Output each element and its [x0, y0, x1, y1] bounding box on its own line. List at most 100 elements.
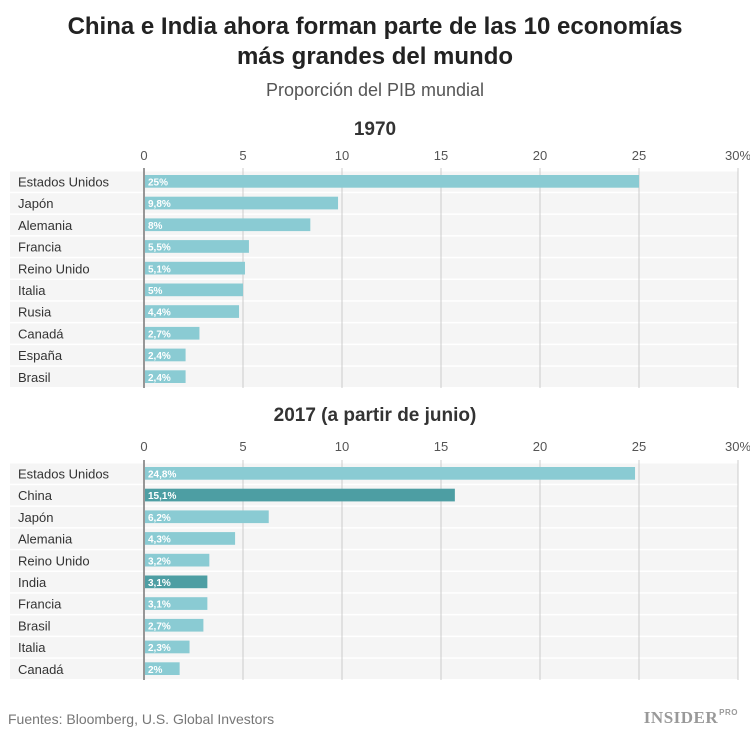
insider-logo: INSIDERPRO	[644, 708, 738, 728]
tick-label-2017-10: 10	[335, 439, 349, 454]
insider-logo-pro: PRO	[719, 708, 738, 717]
chart-title: China e India ahora forman parte de las …	[0, 12, 750, 72]
panel-title-2017: 2017 (a partir de junio)	[273, 405, 477, 426]
value-label-2017-reino-unido: 3,2%	[148, 556, 171, 567]
bar-2017-canada	[145, 662, 180, 675]
category-label-2017-china: China	[18, 488, 53, 503]
bar-2017-brasil	[145, 618, 204, 632]
category-label-2017-japon: Japón	[18, 510, 53, 525]
value-label-2017-alemania: 4,3%	[148, 535, 171, 546]
row-background-1970-rusia	[10, 301, 738, 322]
tick-label-2017-15: 15	[434, 439, 448, 454]
row-background-1970-japon	[10, 193, 738, 214]
tick-label-1970-10: 10	[335, 148, 349, 163]
tick-label-1970-20: 20	[533, 148, 547, 163]
row-background-1970-alemania	[10, 214, 738, 236]
bar-2017-italia	[145, 640, 190, 654]
category-label-1970-brasil: Brasil	[18, 370, 51, 385]
category-label-1970-italia: Italia	[18, 283, 46, 298]
insider-logo-text: INSIDER	[643, 708, 719, 727]
bar-1970-brasil	[145, 370, 186, 383]
value-label-1970-canada: 2,7%	[148, 329, 171, 340]
row-background-2017-francia	[10, 593, 738, 614]
bar-1970-francia	[145, 240, 249, 253]
bar-2017-francia	[145, 597, 208, 610]
category-label-1970-francia: Francia	[18, 240, 62, 255]
row-background-2017-india	[10, 572, 738, 593]
category-label-2017-francia: Francia	[18, 597, 62, 612]
value-label-1970-reino-unido: 5,1%	[148, 264, 171, 275]
value-label-2017-italia: 2,3%	[148, 643, 171, 654]
bar-2017-estados-unidos	[145, 467, 636, 480]
tick-label-1970-30: 30%	[725, 148, 750, 163]
category-label-1970-alemania: Alemania	[18, 218, 73, 233]
category-label-1970-espana: España	[18, 348, 63, 363]
row-background-1970-italia	[10, 280, 738, 301]
chart-title-line-2: más grandes del mundo	[236, 43, 514, 70]
tick-label-2017-20: 20	[533, 439, 547, 454]
tick-label-2017-25: 25	[632, 439, 646, 454]
bar-2017-india	[145, 575, 208, 589]
bar-1970-reino-unido	[145, 261, 245, 275]
value-label-1970-estados-unidos: 25%	[148, 178, 168, 189]
category-label-2017-reino-unido: Reino Unido	[18, 553, 90, 568]
row-background-1970-reino-unido	[10, 258, 738, 279]
category-label-2017-italia: Italia	[18, 640, 46, 655]
category-label-2017-canada: Canadá	[18, 662, 64, 677]
row-background-1970-francia	[10, 236, 738, 257]
tick-label-1970-25: 25	[632, 148, 646, 163]
row-background-2017-japon	[10, 506, 738, 528]
row-background-1970-brasil	[10, 366, 738, 387]
bar-2017-alemania	[145, 532, 236, 545]
category-label-2017-estados-unidos: Estados Unidos	[18, 467, 110, 482]
row-background-2017-brasil	[10, 615, 738, 636]
chart-title-line-1: China e India ahora forman parte de las …	[67, 13, 683, 40]
tick-label-2017-5: 5	[239, 439, 246, 454]
value-label-1970-espana: 2,4%	[148, 351, 171, 362]
value-label-2017-estados-unidos: 24,8%	[148, 470, 176, 481]
bar-2017-japon	[145, 510, 269, 524]
category-label-2017-alemania: Alemania	[18, 532, 73, 547]
category-label-2017-brasil: Brasil	[18, 618, 51, 633]
row-background-2017-italia	[10, 637, 738, 658]
value-label-1970-alemania: 8%	[148, 221, 163, 232]
value-label-2017-brasil: 2,7%	[148, 621, 171, 632]
value-label-2017-japon: 6,2%	[148, 513, 171, 524]
tick-label-2017-30: 30%	[725, 439, 750, 454]
row-background-2017-canada	[10, 658, 738, 679]
tick-label-2017-0: 0	[140, 439, 147, 454]
value-label-1970-rusia: 4,4%	[148, 308, 171, 319]
category-label-1970-reino-unido: Reino Unido	[18, 261, 90, 276]
value-label-2017-canada: 2%	[148, 665, 163, 676]
category-label-1970-japon: Japón	[18, 196, 53, 211]
tick-label-1970-0: 0	[140, 148, 147, 163]
category-label-2017-india: India	[18, 575, 47, 590]
category-label-1970-rusia: Rusia	[18, 305, 52, 320]
bar-1970-espana	[145, 348, 186, 362]
bar-2017-reino-unido	[145, 553, 210, 567]
chart-subtitle: Proporción del PIB mundial	[265, 80, 485, 100]
value-label-1970-brasil: 2,4%	[148, 373, 171, 384]
panel-title-1970: 1970	[353, 119, 397, 140]
value-label-2017-india: 3,1%	[148, 578, 171, 589]
category-label-1970-canada: Canadá	[18, 326, 64, 341]
category-label-1970-estados-unidos: Estados Unidos	[18, 175, 110, 190]
row-background-1970-canada	[10, 323, 738, 344]
bar-1970-japon	[145, 196, 339, 210]
row-background-2017-reino-unido	[10, 550, 738, 571]
value-label-1970-japon: 9,8%	[148, 199, 171, 210]
bar-2017-china	[145, 488, 455, 502]
source-note: Fuentes: Bloomberg, U.S. Global Investor…	[8, 711, 275, 727]
value-label-1970-italia: 5%	[148, 286, 163, 297]
row-background-1970-espana	[10, 345, 738, 366]
value-label-2017-china: 15,1%	[148, 491, 176, 502]
tick-label-1970-15: 15	[434, 148, 448, 163]
bar-1970-italia	[145, 283, 243, 297]
value-label-1970-francia: 5,5%	[148, 243, 171, 254]
tick-label-1970-5: 5	[239, 148, 246, 163]
bar-1970-rusia	[145, 305, 240, 318]
bar-1970-alemania	[145, 218, 311, 232]
value-label-2017-francia: 3,1%	[148, 600, 171, 611]
bar-1970-canada	[145, 326, 200, 340]
